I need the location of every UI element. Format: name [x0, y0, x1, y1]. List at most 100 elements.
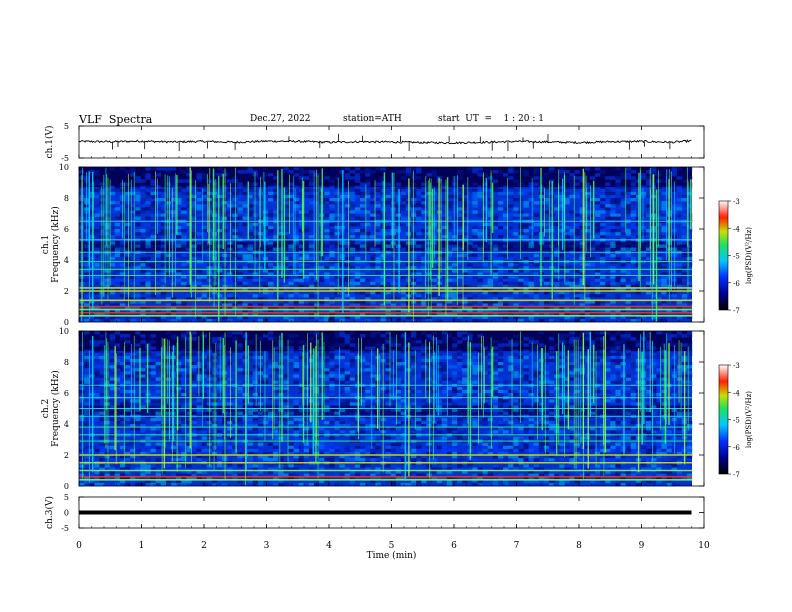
spectrogram-cell — [594, 198, 601, 202]
spectrogram-cell — [600, 210, 606, 214]
spectrogram-cell — [390, 312, 397, 317]
spectrogram-cell — [528, 380, 534, 384]
spectrogram-cell — [232, 222, 238, 227]
spectrogram-cell — [559, 334, 565, 338]
spectrogram-cell — [104, 167, 110, 171]
spectrogram-cell — [543, 229, 550, 233]
spectrogram-cell — [497, 253, 504, 258]
spectrogram-cell — [216, 167, 223, 171]
spectrogram-cell — [329, 346, 335, 350]
spectrogram-cell — [441, 312, 448, 317]
spectrogram-cell — [349, 266, 356, 270]
spectrogram-cell — [375, 306, 381, 310]
spectrogram-cell — [191, 352, 197, 357]
spectrogram-cell — [605, 176, 611, 180]
spectrogram-cell — [247, 340, 253, 344]
spectrogram-cell — [104, 306, 110, 310]
spectrogram-cell — [446, 188, 453, 193]
spectrogram-cell — [298, 269, 305, 273]
spectrogram-cell — [359, 191, 366, 196]
spectrogram-cell — [104, 309, 110, 313]
spectrogram-cell — [130, 297, 136, 301]
spectrogram-cell — [375, 315, 381, 320]
spectrogram-cell — [319, 312, 325, 317]
spectrogram-cell — [451, 241, 458, 245]
spectrogram-cell — [130, 173, 136, 177]
spectrogram-cell — [462, 340, 468, 344]
spectrogram-cell — [268, 352, 274, 357]
spectrogram-cell — [278, 318, 284, 323]
spectrogram-cell — [462, 365, 468, 369]
spectrogram-cell — [89, 303, 95, 307]
spectrogram-cell — [344, 340, 351, 344]
spectrogram-cell — [354, 188, 361, 193]
spectrogram-cell — [370, 191, 376, 196]
spectrogram-cell — [421, 377, 427, 381]
spectrogram-cell — [431, 173, 437, 177]
spectrogram-cell — [135, 275, 141, 279]
spectrogram-cell — [686, 374, 693, 378]
spectrogram-cell — [349, 198, 356, 202]
spectrogram-cell — [472, 371, 478, 375]
spectrogram-cell — [390, 207, 397, 211]
spectrogram-cell — [559, 309, 565, 313]
spectrogram-cell — [594, 300, 601, 304]
spectrogram-cell — [513, 269, 519, 273]
spectrogram-cell — [610, 167, 616, 171]
spectrogram-cell — [451, 278, 458, 282]
spectrogram-cell — [600, 263, 606, 267]
spectrogram-cell — [324, 207, 330, 211]
spectrogram-cell — [293, 362, 299, 366]
spectrogram-cell — [400, 343, 407, 347]
spectrogram-cell — [513, 315, 519, 320]
spectrogram-cell — [252, 334, 259, 338]
spectrogram-cell — [303, 266, 310, 270]
spectrogram-cell — [160, 287, 167, 292]
spectrogram-cell — [293, 198, 299, 202]
spectrogram-cell — [497, 334, 504, 338]
spectrogram-cell — [232, 241, 238, 245]
spectrogram-cell — [610, 272, 616, 276]
spectrogram-cell — [359, 386, 366, 391]
spectrogram-cell — [472, 294, 478, 298]
spectrogram-cell — [630, 303, 637, 307]
spectrogram-cell — [324, 377, 330, 381]
spectrogram-cell — [375, 201, 381, 205]
spectrogram-cell — [140, 374, 146, 378]
spectrogram-cell — [579, 358, 586, 363]
spectrogram-cell — [446, 291, 453, 295]
spectrogram-cell — [288, 303, 294, 307]
spectrogram-cell — [508, 343, 514, 347]
spectrogram-cell — [109, 380, 116, 384]
spectrogram-cell — [186, 284, 192, 289]
spectrogram-cell — [176, 278, 182, 282]
spectrogram-cell — [308, 182, 315, 186]
spectrogram-cell — [492, 272, 499, 276]
spectrogram-cell — [324, 213, 330, 217]
spectrogram-cell — [390, 188, 397, 193]
spectrogram-cell — [89, 399, 95, 403]
spectrogram-cell — [548, 318, 555, 323]
spectrogram-cell — [135, 191, 141, 196]
spectrogram-cell — [140, 188, 146, 193]
spectrogram-cell — [462, 269, 468, 273]
spectrogram-cell — [334, 266, 340, 270]
spectrogram-cell — [610, 176, 616, 180]
spectrogram-cell — [457, 352, 463, 357]
spectrogram-cell — [605, 281, 611, 286]
spectrogram-cell — [273, 198, 279, 202]
spectrogram-cell — [242, 355, 248, 360]
spectrogram-cell — [186, 198, 192, 202]
spectrogram-cell — [482, 244, 488, 248]
spectrogram-cell — [329, 309, 335, 313]
spectrogram-cell — [646, 204, 652, 208]
spectrogram-cell — [349, 269, 356, 273]
spectrogram-cell — [268, 170, 274, 174]
spectrogram-cell — [242, 315, 248, 320]
spectrogram-cell — [482, 253, 488, 258]
spectrogram-cell — [615, 343, 621, 347]
spectrogram-cell — [155, 365, 162, 369]
spectrogram-cell — [308, 284, 315, 289]
spectrogram-cell — [676, 188, 683, 193]
spectrogram-cell — [283, 167, 289, 171]
